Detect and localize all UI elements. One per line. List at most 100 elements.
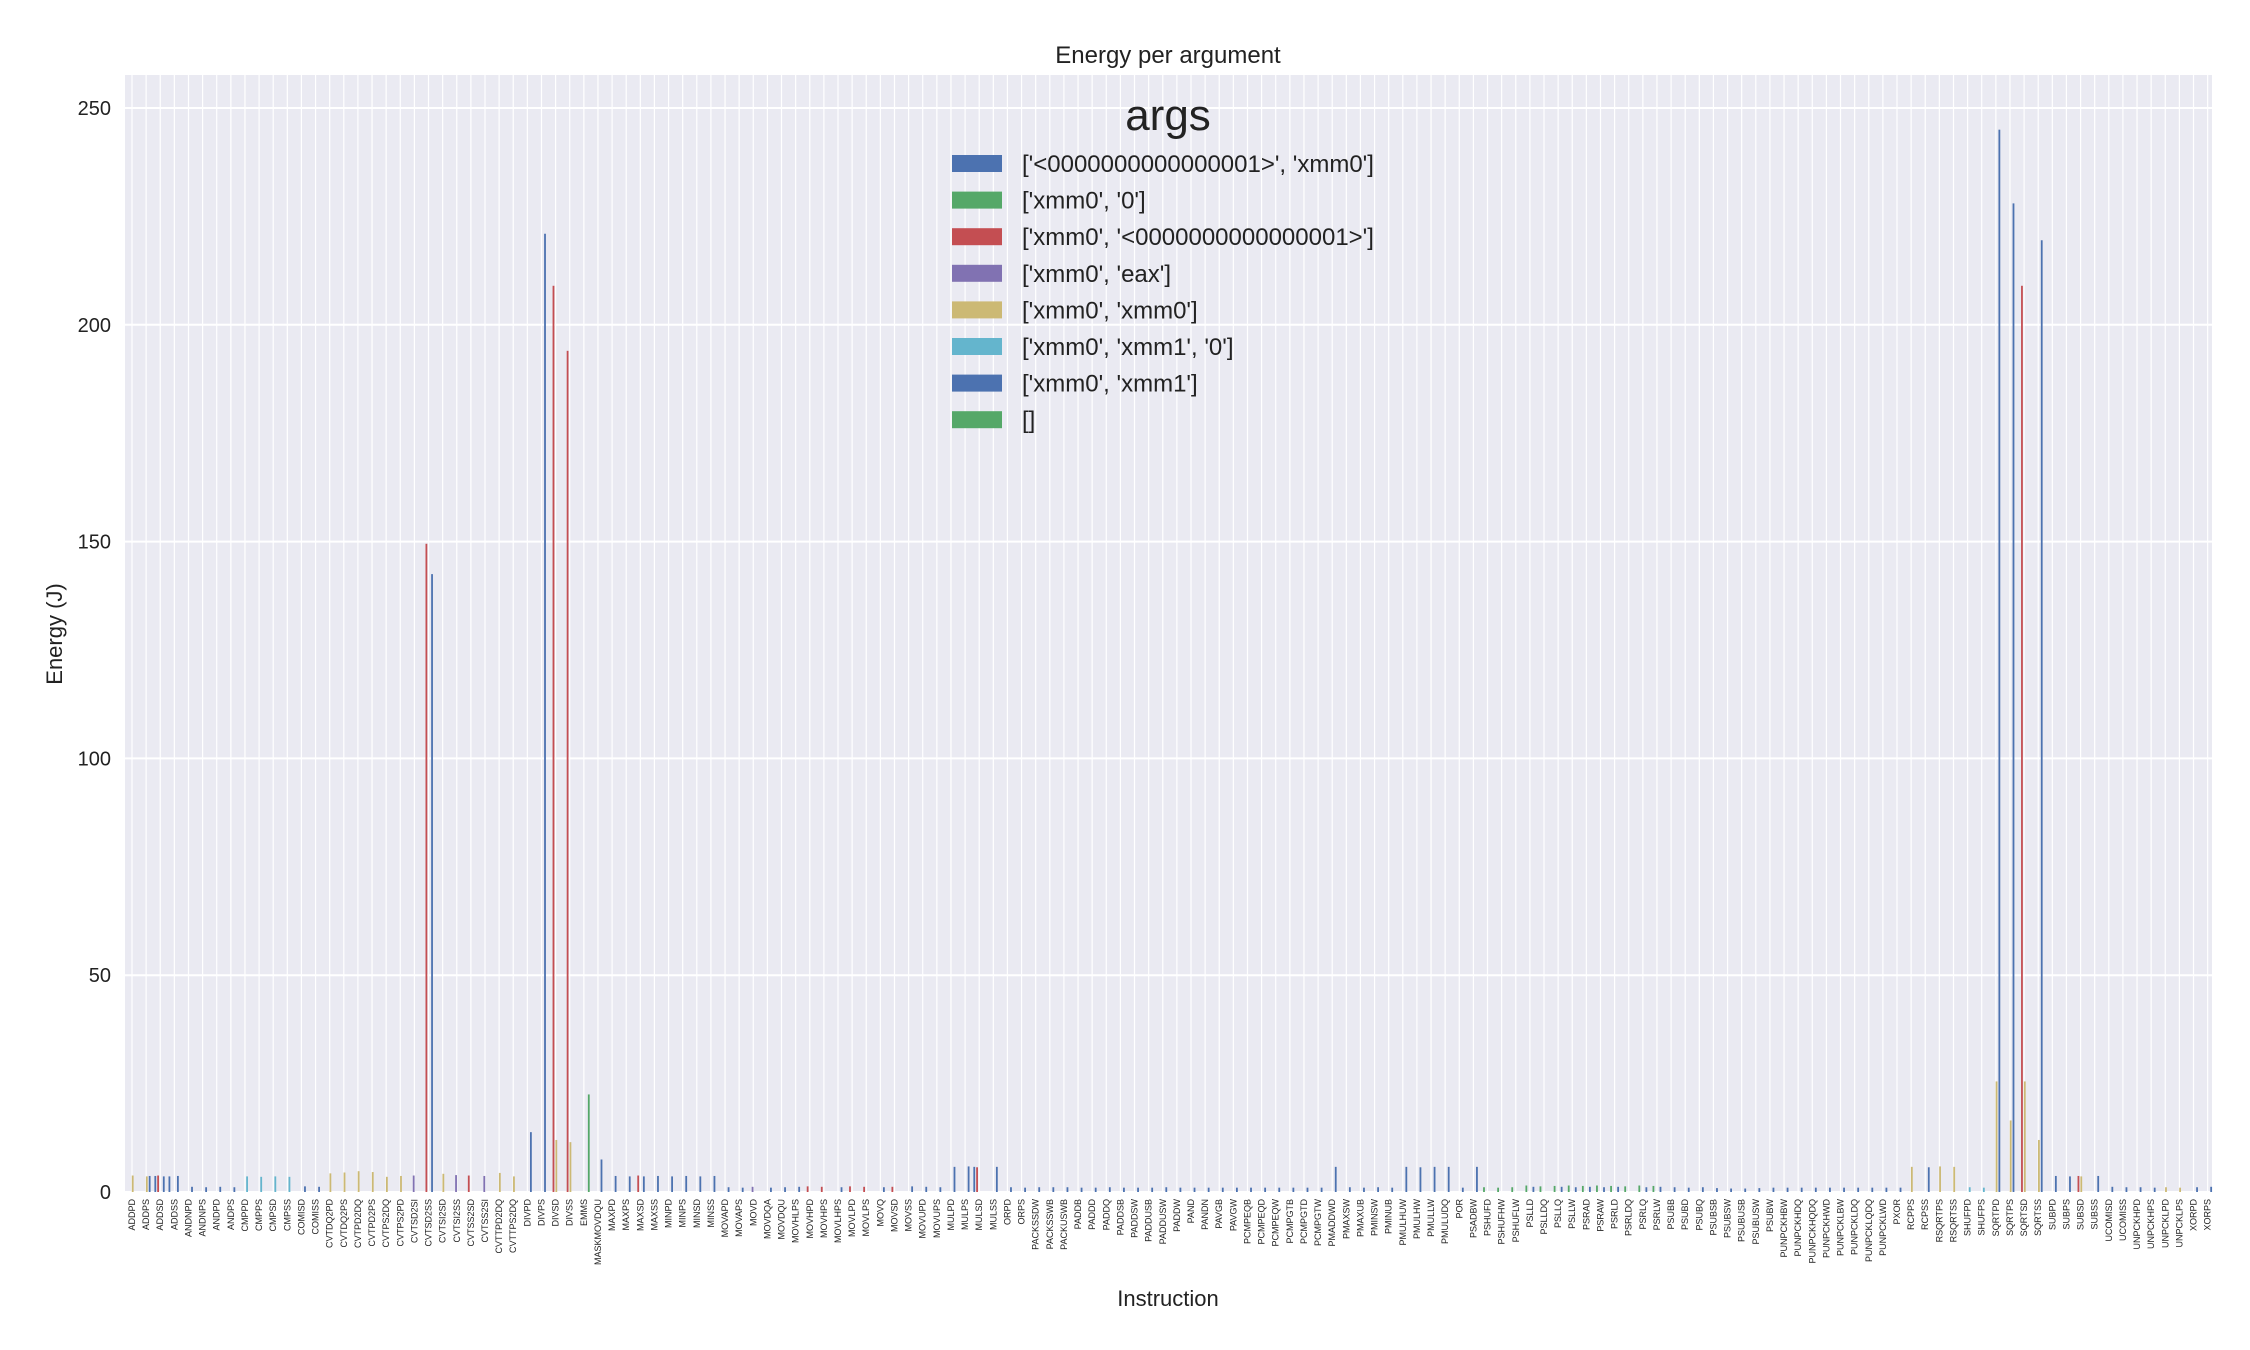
x-tick-label: MAXSS bbox=[649, 1199, 659, 1231]
x-tick-label: PUNPCKLDQ bbox=[1850, 1199, 1860, 1255]
bar bbox=[442, 1173, 445, 1192]
x-tick-label: COMISD bbox=[296, 1198, 306, 1235]
bar bbox=[820, 1186, 823, 1192]
x-tick-label: DIVSD bbox=[551, 1199, 561, 1227]
bar bbox=[973, 1166, 976, 1192]
legend-label: ['xmm0', 'xmm1'] bbox=[1022, 371, 1198, 398]
bar bbox=[1483, 1187, 1485, 1192]
bar bbox=[671, 1176, 673, 1192]
bar bbox=[2139, 1187, 2142, 1192]
bar bbox=[205, 1187, 208, 1192]
bar bbox=[699, 1176, 702, 1192]
bar bbox=[1221, 1187, 1224, 1192]
bar bbox=[1786, 1187, 1789, 1192]
x-tick-label: PCMPGTD bbox=[1299, 1198, 1309, 1244]
x-tick-label: PUNPCKLQDQ bbox=[1864, 1199, 1874, 1262]
x-tick-label: PADDW bbox=[1172, 1199, 1182, 1232]
x-tick-label: MOVUPD bbox=[918, 1199, 928, 1239]
x-tick-label: PSLLW bbox=[1567, 1198, 1577, 1228]
bar bbox=[1363, 1187, 1365, 1192]
x-tick-label: ANDNPD bbox=[183, 1199, 193, 1238]
x-tick-label: COMISS bbox=[311, 1199, 321, 1235]
bar bbox=[455, 1175, 457, 1192]
x-tick-label: ANDNPS bbox=[198, 1199, 208, 1237]
bar bbox=[1207, 1187, 1210, 1192]
bar bbox=[1525, 1185, 1528, 1192]
bar bbox=[1123, 1187, 1125, 1192]
x-tick-label: PADDSB bbox=[1115, 1199, 1125, 1235]
bar bbox=[2165, 1187, 2167, 1192]
bar bbox=[329, 1173, 332, 1192]
bar bbox=[967, 1166, 970, 1192]
bar bbox=[2077, 1175, 2080, 1192]
x-tick-label: PSRLD bbox=[1610, 1199, 1620, 1230]
legend-items: ['<0000000000000001>', 'xmm0'] ['xmm0', '… bbox=[952, 151, 1374, 434]
bar bbox=[1348, 1187, 1351, 1192]
bar bbox=[1567, 1185, 1570, 1192]
x-tick-label: MOVQ bbox=[875, 1199, 885, 1227]
x-tick-label: PSRLQ bbox=[1638, 1199, 1648, 1230]
bar bbox=[498, 1172, 501, 1192]
bar bbox=[1511, 1187, 1514, 1192]
x-tick-label: SUBSS bbox=[2090, 1199, 2100, 1230]
x-tick-label: CVTPD2DQ bbox=[353, 1199, 363, 1248]
bar bbox=[2179, 1187, 2182, 1192]
bar bbox=[1094, 1187, 1097, 1192]
x-axis-label: Instruction bbox=[1117, 1286, 1219, 1311]
bar bbox=[1179, 1187, 1182, 1192]
bar bbox=[1278, 1187, 1281, 1192]
bar bbox=[911, 1186, 914, 1192]
bar bbox=[1292, 1187, 1295, 1192]
x-tick-label: ORPD bbox=[1002, 1199, 1012, 1226]
bar bbox=[1419, 1167, 1422, 1192]
bar bbox=[1716, 1188, 1718, 1192]
x-tick-label: PADDUSW bbox=[1158, 1199, 1168, 1245]
x-tick-label: ADDPS bbox=[141, 1199, 151, 1230]
bar bbox=[1730, 1188, 1732, 1192]
x-tick-label: PSUBW bbox=[1765, 1199, 1775, 1233]
x-tick-label: PSLLD bbox=[1525, 1199, 1535, 1228]
x-tick-label: PACKSSDW bbox=[1031, 1198, 1041, 1249]
x-tick-label: MULPS bbox=[960, 1199, 970, 1230]
x-tick-label: ADDSS bbox=[169, 1199, 179, 1230]
x-tick-label: ORPS bbox=[1017, 1199, 1027, 1225]
bar bbox=[1910, 1166, 1913, 1192]
x-tick-label: SHUFPD bbox=[1963, 1199, 1973, 1237]
bar bbox=[219, 1186, 222, 1192]
bar bbox=[1250, 1187, 1252, 1192]
x-tick-label: UNPCKLPS bbox=[2174, 1199, 2184, 1248]
x-tick-labels: ADDPD ADDPS ADDSD ADDSS ANDNPD ANDNPS ANDPD AND… bbox=[127, 1198, 2213, 1265]
x-tick-label: PUNPCKHWD bbox=[1821, 1199, 1831, 1259]
x-tick-label: UCOMISS bbox=[2118, 1199, 2128, 1241]
x-tick-label: PADDD bbox=[1087, 1199, 1097, 1230]
x-tick-label: CMPSS bbox=[282, 1199, 292, 1231]
x-tick-label: PSUBB bbox=[1666, 1199, 1676, 1230]
y-tick-label: 100 bbox=[78, 748, 111, 770]
x-gridlines bbox=[131, 75, 2209, 1192]
bar bbox=[1532, 1186, 1535, 1192]
legend-label: ['xmm0', 'eax'] bbox=[1022, 261, 1171, 288]
bar bbox=[154, 1175, 157, 1192]
x-tick-label: PMAXUB bbox=[1355, 1199, 1365, 1237]
bar bbox=[1687, 1187, 1690, 1192]
bar bbox=[1010, 1187, 1012, 1192]
bar bbox=[1673, 1187, 1676, 1192]
x-tick-label: PAVGW bbox=[1228, 1198, 1238, 1231]
bar bbox=[1433, 1166, 1436, 1192]
x-tick-label: PUNPCKHDQ bbox=[1793, 1199, 1803, 1257]
x-tick-label: PMINUB bbox=[1384, 1199, 1394, 1234]
x-tick-label: CVTDQ2PD bbox=[325, 1199, 335, 1249]
bar bbox=[1264, 1187, 1267, 1192]
x-tick-label: PSHUFD bbox=[1483, 1199, 1493, 1237]
bar bbox=[467, 1175, 470, 1192]
x-tick-label: PSUBUSB bbox=[1737, 1199, 1747, 1242]
legend: args ['<0000000000000001>', 'xmm0'] ['xmm… bbox=[952, 91, 1374, 434]
bar bbox=[569, 1142, 572, 1192]
x-tick-label: RSQRTPS bbox=[1934, 1199, 1944, 1242]
bar bbox=[1899, 1187, 1902, 1192]
x-tick-label: MOVSS bbox=[904, 1199, 914, 1232]
bar-series bbox=[131, 129, 2213, 1193]
bar bbox=[168, 1176, 171, 1192]
x-tick-label: MOVSD bbox=[889, 1199, 899, 1233]
